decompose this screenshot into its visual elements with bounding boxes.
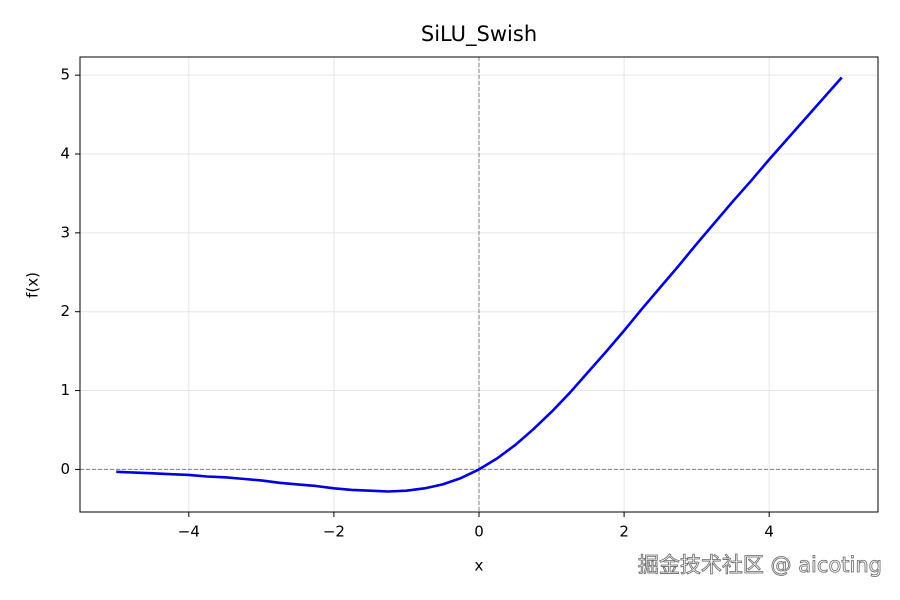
y-tick-label: 4 [60, 144, 70, 162]
chart-title: SiLU_Swish [421, 22, 537, 47]
x-tick-label: −2 [323, 523, 345, 541]
y-axis-label: f(x) [24, 272, 42, 298]
line [116, 76, 843, 493]
x-tick-label: 2 [619, 523, 629, 541]
y-tick-label: 3 [60, 223, 70, 241]
plot-frame [79, 56, 879, 513]
y-tick-label: 1 [60, 381, 70, 399]
x-tick-label: 4 [764, 523, 774, 541]
y-tick-label: 0 [60, 460, 70, 478]
y-tick-label: 2 [60, 302, 70, 320]
x-axis-label: x [475, 557, 484, 575]
watermark: 掘金技术社区 @ aicoting [638, 553, 882, 577]
y-tick-label: 5 [60, 66, 70, 84]
x-tick-label: 0 [474, 523, 484, 541]
x-tick-label: −4 [178, 523, 200, 541]
